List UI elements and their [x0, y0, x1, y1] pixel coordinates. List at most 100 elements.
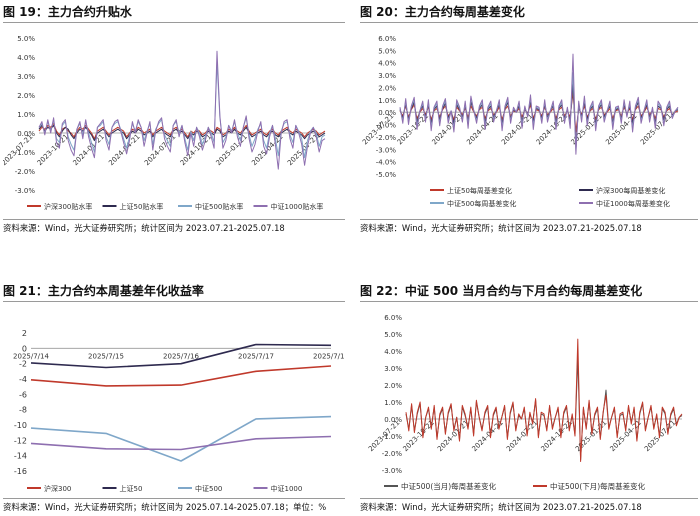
series-line-2: [30, 343, 332, 369]
source-rule: [360, 219, 698, 220]
title-rule: [360, 301, 698, 302]
series-line-1: [30, 365, 332, 387]
y-tick-label: -1.0%: [382, 433, 403, 441]
y-tick-label: -2.0%: [376, 134, 397, 142]
y-tick-label: -10: [14, 421, 27, 430]
y-tick-label: 0.0%: [384, 416, 402, 424]
y-tick-label: 2: [22, 329, 27, 338]
y-tick-label: -6: [19, 390, 27, 399]
y-tick-label: 0.0%: [17, 130, 35, 138]
y-tick-label: 2.0%: [378, 84, 396, 92]
figure-title: 图 22：中证 500 当月合约与下月合约每周基差变化: [360, 284, 643, 298]
legend-label: 上证50每周基差变化: [447, 186, 512, 195]
series-line-3: [38, 62, 326, 159]
y-tick-label: 4.0%: [17, 54, 35, 62]
y-tick-label: -16: [14, 467, 27, 476]
y-tick-label: 5.0%: [384, 331, 402, 339]
x-tick-label: 2025/7/18: [313, 352, 345, 360]
y-tick-label: 5.0%: [378, 47, 396, 55]
legend-label: 沪深300: [44, 484, 71, 493]
y-tick-label: 1.0%: [384, 399, 402, 407]
y-tick-label: 0.0%: [378, 109, 396, 117]
y-tick-label: -8: [19, 406, 27, 415]
y-tick-label: 3.0%: [378, 72, 396, 80]
x-tick-label: 2024-07-21: [500, 112, 534, 146]
y-tick-label: 4.0%: [384, 348, 402, 356]
y-tick-label: 1.0%: [378, 97, 396, 105]
chart-panel-2: 图 20：主力合约每周基差变化 -5.0% -4.0% -3.0% -2.0% -1.0%…: [360, 2, 698, 236]
legend-label: 上证50: [120, 484, 143, 493]
legend-label: 中证500(当月)每周基差变化: [401, 481, 497, 491]
y-tick-label: -4.0%: [376, 159, 397, 167]
title-rule: [3, 22, 345, 23]
y-tick-label: 6.0%: [384, 314, 402, 322]
y-tick-label: 2.0%: [17, 92, 35, 100]
legend-label: 中证500每周基差变化: [447, 199, 516, 208]
source-rule: [3, 219, 345, 220]
y-tick-label: -3.0%: [376, 146, 397, 154]
x-tick-label: 2025/7/16: [163, 352, 199, 360]
y-tick-label: 2.0%: [384, 382, 402, 390]
y-tick-label: -14: [14, 452, 27, 461]
legend-label: 中证500: [195, 484, 222, 493]
x-tick-label: 2025/7/15: [88, 352, 124, 360]
y-tick-label: -12: [14, 436, 27, 445]
source-note: 资料来源：Wind，光大证券研究所；统计区间为 2023.07.21-2025.…: [3, 223, 285, 233]
series-line-4: [30, 435, 332, 451]
x-tick-label: 2025-01-21: [214, 133, 248, 167]
chart-svg: -5.0% -4.0% -3.0% -2.0% -1.0% 0.0% 1.0% 2.0% 3.0…: [361, 35, 679, 208]
legend-label: 中证1000贴水率: [271, 202, 324, 211]
y-tick-label: 1.0%: [17, 111, 35, 119]
chart-svg: -3.0% -2.0% -1.0% 0.0% 1.0% 2.0% 3.0% 4.0% 5.0% 6…: [367, 314, 683, 491]
series-line-2: [405, 338, 683, 462]
y-tick-label: -3.0%: [382, 467, 403, 475]
y-tick-label: -4: [19, 375, 27, 384]
series-line-4: [399, 53, 679, 155]
title-rule: [3, 301, 345, 302]
y-tick-label: -5.0%: [376, 171, 397, 179]
y-tick-label: 4.0%: [378, 60, 396, 68]
x-tick-label: 2023-10-21: [36, 133, 70, 167]
y-tick-label: -2.0%: [15, 168, 36, 176]
figure-title: 图 20：主力合约每周基差变化: [360, 5, 525, 19]
series-line-2: [38, 124, 326, 142]
source-rule: [3, 498, 345, 499]
chart-panel-4: 图 22：中证 500 当月合约与下月合约每周基差变化 -3.0% -2.0% -1.…: [360, 281, 698, 515]
legend-label: 中证500贴水率: [195, 202, 243, 211]
x-tick-label: 2025/7/14: [13, 352, 49, 360]
source-note: 资料来源：Wind，光大证券研究所；统计区间为 2023.07.21-2025.…: [360, 502, 642, 512]
x-tick-label: 2025-07-21: [643, 419, 677, 453]
series-line-3: [30, 415, 332, 462]
legend-label: 中证1000: [271, 484, 303, 493]
source-rule: [360, 498, 698, 499]
source-note: 资料来源：Wind，光大证券研究所；统计区间为 2023.07.21-2025.…: [360, 223, 642, 233]
y-tick-label: -1.0%: [15, 149, 36, 157]
chart-svg: -3.0% -2.0% -1.0% 0.0% 1.0% 2.0% 3.0% 4.0% 5.0% 2…: [3, 35, 326, 211]
source-note: 资料来源：Wind，光大证券研究所；统计区间为 2025.07.14-2025.…: [3, 502, 327, 512]
figure-title: 图 21：主力合约本周基差年化收益率: [3, 284, 204, 298]
y-tick-label: 0: [22, 344, 27, 353]
x-tick-label: 2024-07-21: [505, 419, 539, 453]
figure-title: 图 19：主力合约升贴水: [3, 5, 132, 19]
y-tick-label: -2: [19, 360, 27, 369]
legend-label: 沪深300贴水率: [44, 202, 92, 211]
series-line-4: [38, 50, 326, 170]
legend-label: 中证1000每周基差变化: [596, 199, 670, 208]
y-tick-label: -1.0%: [376, 122, 397, 130]
y-tick-label: -3.0%: [15, 187, 36, 195]
legend-label: 上证50贴水率: [120, 202, 164, 211]
y-tick-label: 6.0%: [378, 35, 396, 43]
chart-panel-1: 图 19：主力合约升贴水 -3.0% -2.0% -1.0% 0.0% 1.0% 2.0% 3…: [3, 2, 345, 236]
chart-svg: -16 -14 -12 -10 -8 -6 -4 -2 0 2 2025/7/14 2025/7/15…: [13, 329, 345, 493]
x-tick-label: 2025/7/17: [238, 352, 274, 360]
title-rule: [360, 22, 698, 23]
chart-panel-3: 图 21：主力合约本周基差年化收益率 -16 -14 -12 -10 -8 -6 -4 -2 0 2…: [3, 281, 345, 515]
y-tick-label: -2.0%: [382, 450, 403, 458]
legend-label: 沪深300每周基差变化: [596, 186, 665, 195]
y-tick-label: 3.0%: [17, 73, 35, 81]
x-tick-label: 2024-04-21: [107, 133, 141, 167]
legend-label: 中证500(下月)每周基差变化: [550, 481, 646, 491]
y-tick-label: 3.0%: [384, 365, 402, 373]
y-tick-label: 5.0%: [17, 35, 35, 43]
